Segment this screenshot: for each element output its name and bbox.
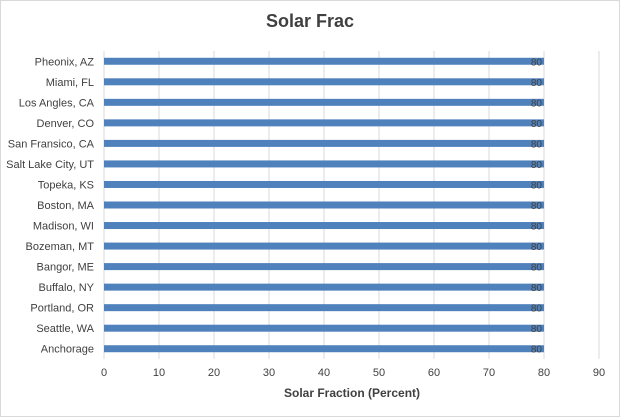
data-label: 80 — [531, 57, 543, 68]
category-label: Topeka, KS — [38, 179, 94, 191]
category-label: Boston, MA — [37, 200, 95, 212]
data-label: 80 — [531, 201, 543, 212]
bar — [104, 304, 544, 312]
bar — [104, 324, 544, 332]
category-label: San Fransico, CA — [8, 138, 95, 150]
category-label: Miami, FL — [46, 77, 94, 89]
data-label: 80 — [531, 222, 543, 233]
bar — [104, 345, 544, 353]
x-tick-label: 60 — [428, 367, 440, 379]
category-label: Portland, OR — [30, 303, 94, 315]
data-labels: 80 80 80 80 80 80 80 80 80 80 80 80 80 80 80 — [531, 57, 543, 355]
data-label: 80 — [531, 345, 543, 356]
x-tick-label: 10 — [153, 367, 165, 379]
data-label: 80 — [531, 180, 543, 191]
chart-title: Solar Frac — [265, 11, 355, 31]
category-label: Bangor, ME — [37, 262, 94, 274]
category-label: Buffalo, NY — [39, 282, 95, 294]
x-tick-labels: 0 10 20 30 40 50 60 70 80 90 — [101, 367, 605, 379]
x-tick-label: 50 — [373, 367, 385, 379]
x-tick-label: 70 — [483, 367, 495, 379]
data-label: 80 — [531, 304, 543, 315]
bar — [104, 139, 544, 147]
data-label: 80 — [531, 78, 543, 89]
data-label: 80 — [531, 119, 543, 130]
data-label: 80 — [531, 160, 543, 171]
x-tick-label: 90 — [593, 367, 605, 379]
data-label: 80 — [531, 324, 543, 335]
data-label: 80 — [531, 242, 543, 253]
category-label: Denver, CO — [37, 118, 95, 130]
bar — [104, 78, 544, 86]
data-label: 80 — [531, 283, 543, 294]
bar — [104, 222, 544, 230]
x-tick-label: 30 — [263, 367, 275, 379]
bar — [104, 160, 544, 168]
data-label: 80 — [531, 263, 543, 274]
bars — [104, 57, 544, 353]
category-label: Los Angles, CA — [19, 97, 95, 109]
bar — [104, 119, 544, 127]
bar — [104, 242, 544, 250]
x-tick-label: 80 — [538, 367, 550, 379]
category-label: Madison, WI — [33, 221, 94, 233]
x-tick-label: 20 — [208, 367, 220, 379]
category-label: Salt Lake City, UT — [6, 159, 94, 171]
bar — [104, 180, 544, 188]
data-label: 80 — [531, 98, 543, 109]
category-label: Bozeman, MT — [26, 241, 95, 253]
category-label: Pheonix, AZ — [35, 56, 95, 68]
x-axis-title: Solar Fraction (Percent) — [284, 386, 420, 400]
category-labels: Pheonix, AZ Miami, FL Los Angles, CA Denver… — [6, 56, 94, 355]
bar — [104, 283, 544, 291]
bar — [104, 263, 544, 271]
data-label: 80 — [531, 139, 543, 150]
category-label: Seattle, WA — [36, 323, 94, 335]
x-tick-label: 0 — [101, 367, 107, 379]
bar — [104, 57, 544, 65]
bar — [104, 98, 544, 106]
category-label: Anchorage — [41, 344, 94, 356]
x-tick-label: 40 — [318, 367, 330, 379]
bar — [104, 201, 544, 209]
